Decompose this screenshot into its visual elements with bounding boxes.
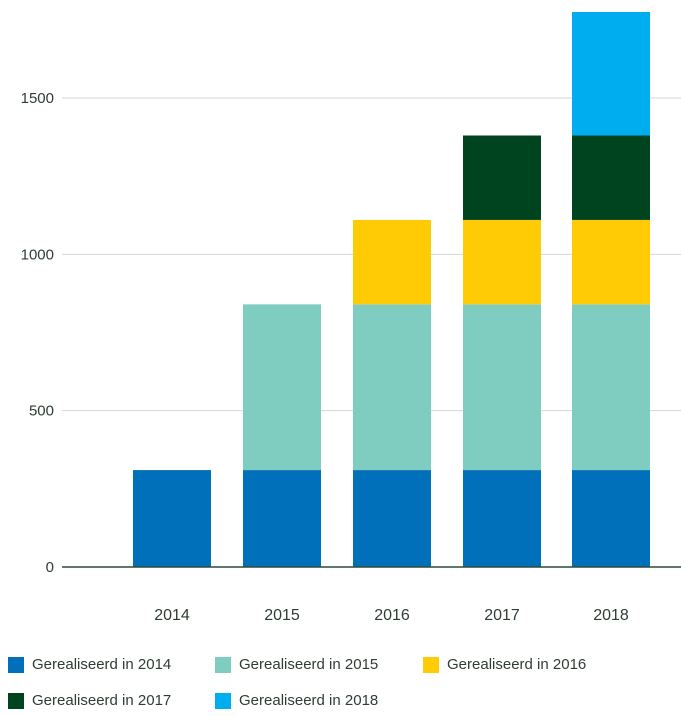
legend-item-2016: Gerealiseerd in 2016 <box>423 656 586 673</box>
legend-label-2015: Gerealiseerd in 2015 <box>239 656 379 673</box>
legend-label-2016: Gerealiseerd in 2016 <box>447 656 587 673</box>
x-axis-category-labels: 2014 2015 2016 2017 2018 <box>154 607 629 624</box>
stacked-bar-chart: 0 500 1000 1500 2014 2015 2016 2017 2018 <box>21 12 681 624</box>
y-axis-tick-labels: 0 500 1000 1500 <box>21 90 54 576</box>
bar-2017-series-1 <box>463 304 541 471</box>
bar-2017-series-3 <box>463 135 541 220</box>
legend-label-2014: Gerealiseerd in 2014 <box>32 656 172 673</box>
bar-2018-series-3 <box>572 135 650 220</box>
x-tick-label-2018: 2018 <box>593 607 629 624</box>
bar-2016-series-0 <box>353 470 431 567</box>
bar-2016-series-2 <box>353 219 431 305</box>
bar-2017-series-0 <box>463 470 541 567</box>
bar-2016-series-1 <box>353 304 431 471</box>
x-tick-label-2016: 2016 <box>374 607 410 624</box>
y-tick-label-1000: 1000 <box>21 246 54 263</box>
bar-2017-series-2 <box>463 219 541 305</box>
bar-2018-series-0 <box>572 470 650 567</box>
legend-swatch-2017 <box>8 692 24 709</box>
legend-swatch-2016 <box>423 656 439 673</box>
y-tick-label-500: 500 <box>29 403 54 420</box>
legend-item-2014: Gerealiseerd in 2014 <box>8 656 171 673</box>
legend-label-2018: Gerealiseerd in 2018 <box>239 692 379 709</box>
bar-2014-series-0 <box>133 470 211 567</box>
x-tick-label-2015: 2015 <box>264 607 300 624</box>
x-tick-label-2014: 2014 <box>154 607 190 624</box>
legend-item-2017: Gerealiseerd in 2017 <box>8 692 171 709</box>
legend-item-2015: Gerealiseerd in 2015 <box>215 656 378 673</box>
y-tick-label-1500: 1500 <box>21 90 54 107</box>
legend-item-2018: Gerealiseerd in 2018 <box>215 692 378 709</box>
bar-2018-series-4 <box>572 12 650 136</box>
bar-2015-series-1 <box>243 304 321 471</box>
bar-2018-series-1 <box>572 304 650 471</box>
legend-swatch-2014 <box>8 656 24 673</box>
legend-swatch-2018 <box>215 692 231 709</box>
legend-label-2017: Gerealiseerd in 2017 <box>32 692 172 709</box>
bar-2015-series-0 <box>243 470 321 567</box>
y-tick-label-0: 0 <box>46 559 54 576</box>
bars <box>133 12 650 567</box>
legend-swatch-2015 <box>215 656 231 673</box>
bar-2018-series-2 <box>572 219 650 305</box>
x-tick-label-2017: 2017 <box>484 607 520 624</box>
